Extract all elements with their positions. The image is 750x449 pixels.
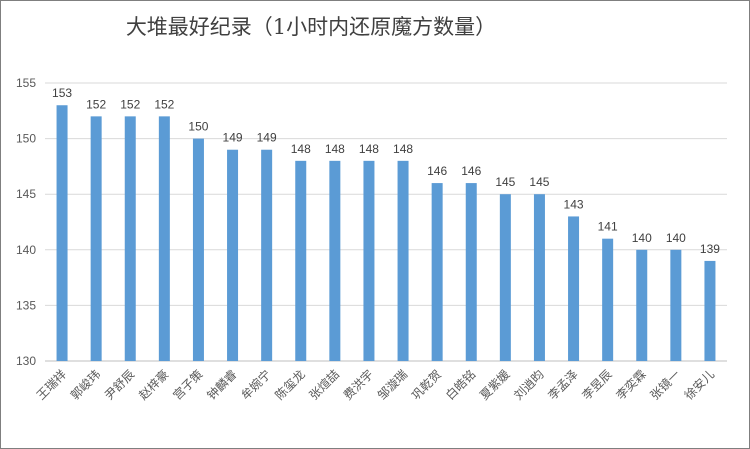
- y-tick-label: 155: [16, 76, 36, 90]
- bar: [499, 194, 511, 361]
- bar: [261, 149, 273, 361]
- x-category-label: 尹舒辰: [102, 367, 137, 402]
- x-category-label: 刘逍昀: [511, 367, 546, 402]
- bar: [431, 183, 443, 361]
- y-tick-label: 145: [16, 187, 36, 201]
- bar: [397, 160, 409, 361]
- data-label: 152: [120, 97, 140, 111]
- x-category-label: 陈玺龙: [272, 367, 308, 403]
- data-label: 152: [154, 97, 174, 111]
- x-category-label: 郭峻玮: [67, 367, 103, 403]
- bar: [227, 149, 239, 361]
- data-label: 152: [86, 97, 106, 111]
- x-category-label: 张镜一: [647, 367, 683, 403]
- x-category-label: 费洪宇: [341, 367, 376, 402]
- y-tick-label: 135: [16, 298, 36, 312]
- data-label: 153: [52, 86, 72, 100]
- bar: [568, 216, 580, 361]
- bar: [602, 238, 614, 361]
- x-category-label: 徐安儿: [681, 367, 717, 403]
- bar: [670, 249, 682, 361]
- data-label: 150: [188, 120, 208, 134]
- bar: [465, 183, 477, 361]
- chart-title: 大堆最好纪录（1小时内还原魔方数量）: [125, 15, 497, 39]
- x-category-label: 白皓铭: [442, 367, 478, 403]
- x-category-label: 巩乾贺: [409, 367, 444, 402]
- x-category-label: 邹漩瑞: [375, 367, 410, 402]
- data-label: 145: [529, 175, 549, 189]
- data-label: 140: [632, 231, 652, 245]
- data-label: 141: [598, 220, 618, 234]
- x-category-label: 李奕霖: [613, 367, 649, 403]
- bar: [295, 160, 307, 361]
- bar: [56, 105, 68, 362]
- x-category-label: 王瑞祥: [34, 367, 69, 402]
- data-label: 146: [461, 164, 481, 178]
- data-label: 148: [393, 142, 413, 156]
- x-category-label: 李昱辰: [579, 367, 615, 403]
- x-category-label: 张煊喆: [306, 367, 342, 403]
- data-label: 148: [359, 142, 379, 156]
- x-category-label: 李孟泽: [545, 367, 581, 403]
- x-category-label: 赵梓豪: [135, 367, 171, 403]
- x-category-label: 宫子策: [169, 367, 205, 403]
- y-tick-label: 130: [16, 354, 36, 368]
- bar: [192, 138, 204, 361]
- bar: [124, 116, 136, 361]
- data-label: 140: [666, 231, 686, 245]
- bar: [90, 116, 102, 361]
- bar: [329, 160, 341, 361]
- bar: [363, 160, 375, 361]
- bar: [704, 260, 716, 361]
- x-category-label: 钟麟睿: [204, 367, 240, 403]
- data-label: 139: [700, 242, 720, 256]
- data-label: 149: [223, 131, 243, 145]
- data-label: 143: [564, 197, 584, 211]
- y-tick-label: 150: [16, 132, 36, 146]
- data-label: 145: [495, 175, 515, 189]
- bar: [158, 116, 170, 361]
- x-category-label: 牟婉宁: [238, 367, 274, 403]
- data-label: 149: [257, 131, 277, 145]
- data-label: 148: [325, 142, 345, 156]
- bar: [636, 249, 648, 361]
- y-tick-label: 140: [16, 243, 36, 257]
- bar: [533, 194, 545, 361]
- data-label: 148: [291, 142, 311, 156]
- x-category-label: 夏紫媛: [477, 367, 512, 402]
- data-label: 146: [427, 164, 447, 178]
